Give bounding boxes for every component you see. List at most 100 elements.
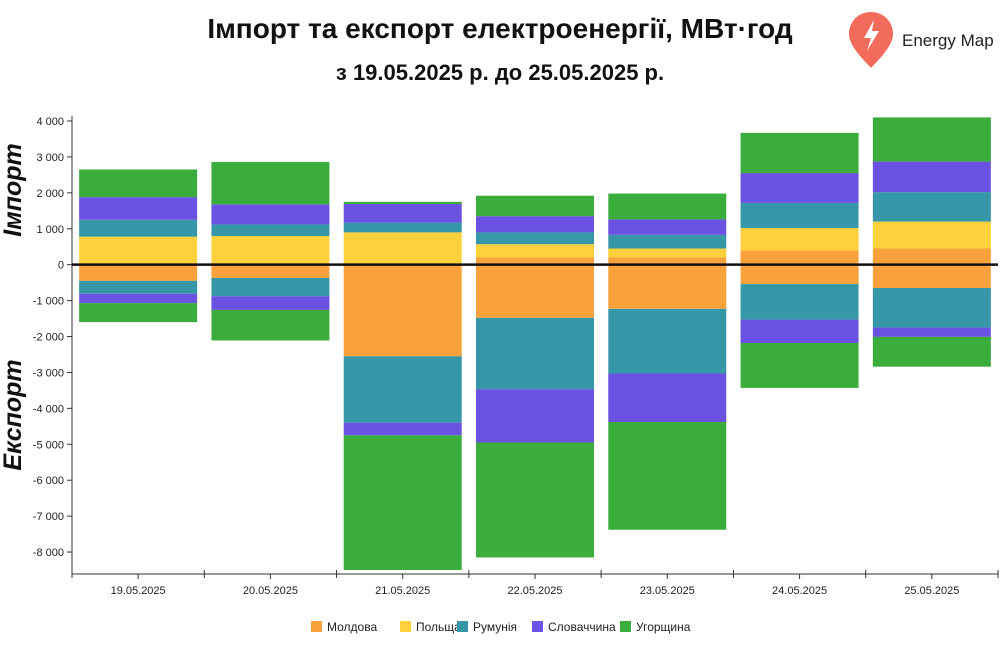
bar-export-segment — [343, 356, 462, 423]
bar-import-segment — [79, 197, 198, 220]
legend-swatch — [532, 621, 543, 632]
bar-export-segment — [211, 309, 330, 341]
legend-item-label: Словаччина — [548, 620, 616, 634]
legend-item-label: Румунія — [473, 620, 517, 634]
bar-export-segment — [872, 288, 991, 328]
bar-export-segment — [79, 303, 198, 323]
y-tick-label: 0 — [58, 260, 64, 272]
legend-item-label: Угорщина — [636, 620, 691, 634]
bar-export-segment — [79, 280, 198, 294]
x-tick-label: 25.05.2025 — [904, 585, 959, 597]
legend-swatch — [457, 621, 468, 632]
bar-import-segment — [211, 204, 330, 225]
x-axis: 19.05.2025 20.05.2025 21.05.2025 22.05.2025… — [71, 570, 999, 597]
bar-export-segment — [343, 435, 462, 570]
chart-subtitle: з 19.05.2025 р. до 25.05.2025 р. — [336, 60, 664, 85]
y-tick-label: 4 000 — [36, 116, 64, 128]
y-tick-label: -8 000 — [33, 547, 64, 559]
bar-export-segment — [872, 327, 991, 337]
bar-import-segment — [608, 248, 727, 258]
legend: Молдова Польща Румунія Словаччина Угорщина — [311, 620, 691, 634]
bar-export-segment — [211, 264, 330, 278]
bar-import-segment — [79, 169, 198, 198]
bar-import-segment — [608, 257, 727, 265]
y-tick-label: -3 000 — [33, 367, 64, 379]
bar-export-segment — [740, 284, 859, 320]
x-tick-label: 20.05.2025 — [243, 585, 298, 597]
bar-export-segment — [740, 319, 859, 343]
bar-export-segment — [343, 422, 462, 436]
legend-swatch — [620, 621, 631, 632]
y-tick-label: 1 000 — [36, 224, 64, 236]
bar-import-segment — [476, 232, 594, 245]
bar-export-segment — [211, 296, 330, 310]
bar-export-segment — [476, 317, 594, 390]
bar-import-segment — [343, 222, 462, 233]
legend-swatch — [400, 621, 411, 632]
bar-import-segment — [872, 248, 991, 265]
bar-import-segment — [740, 228, 859, 251]
bar-export-segment — [343, 264, 462, 357]
x-tick-label: 21.05.2025 — [375, 585, 430, 597]
bar-import-segment — [79, 236, 198, 265]
bar-import-segment — [343, 203, 462, 223]
bar-import-segment — [476, 216, 594, 233]
legend-item-label: Польща — [416, 620, 461, 634]
y-tick-label: -6 000 — [33, 475, 64, 487]
bar-import-segment — [872, 161, 991, 193]
brand-logo: Energy Map — [849, 12, 994, 68]
x-tick-label: 24.05.2025 — [772, 585, 827, 597]
lightning-pin-icon — [849, 12, 893, 68]
bar-import-segment — [79, 219, 198, 237]
y-tick-label: -2 000 — [33, 332, 64, 344]
export-side-label: Експорт — [0, 359, 27, 470]
bar-import-segment — [872, 192, 991, 222]
bar-export-segment — [740, 342, 859, 388]
legend-item-label: Молдова — [327, 620, 377, 634]
y-tick-label: -5 000 — [33, 439, 64, 451]
y-tick-label: -1 000 — [33, 296, 64, 308]
bar-export-segment — [476, 264, 594, 318]
legend-swatch — [311, 621, 322, 632]
x-tick-label: 23.05.2025 — [640, 585, 695, 597]
bar-import-segment — [608, 193, 727, 220]
bar-import-segment — [740, 132, 859, 174]
bar-import-segment — [476, 257, 594, 265]
bar-export-segment — [608, 264, 727, 309]
bar-import-segment — [608, 219, 727, 235]
bar-export-segment — [476, 389, 594, 443]
bar-import-segment — [343, 232, 462, 265]
brand-name: Energy Map — [902, 31, 994, 50]
y-axis: 4 000 3 000 2 000 1 000 0 -1 000 -2 000 -3 000 -… — [33, 116, 73, 570]
y-tick-label: -7 000 — [33, 511, 64, 523]
import-side-label: Імпорт — [0, 143, 27, 236]
x-tick-label: 19.05.2025 — [111, 585, 166, 597]
bar-import-segment — [211, 235, 330, 265]
bar-export-segment — [608, 308, 727, 374]
bar-export-segment — [211, 277, 330, 297]
bar-import-segment — [740, 202, 859, 229]
bar-export-segment — [79, 264, 198, 281]
bar-import-segment — [211, 224, 330, 236]
bar-import-segment — [608, 234, 727, 249]
bar-export-segment — [740, 264, 859, 285]
bar-export-segment — [872, 264, 991, 289]
bar-import-segment — [476, 244, 594, 258]
bar-import-segment — [872, 221, 991, 249]
y-tick-label: 3 000 — [36, 152, 64, 164]
bar-import-segment — [740, 173, 859, 203]
bar-export-segment — [608, 422, 727, 530]
bar-import-segment — [740, 250, 859, 265]
bar-import-segment — [211, 161, 330, 205]
bar-export-segment — [79, 293, 198, 304]
bar-import-segment — [476, 195, 594, 217]
bar-export-segment — [872, 336, 991, 367]
bar-import-segment — [872, 117, 991, 162]
bar-export-segment — [608, 373, 727, 423]
bar-import-segment — [343, 201, 462, 204]
bars — [72, 117, 998, 570]
chart-title: Імпорт та експорт електроенергії, МВт·го… — [207, 13, 793, 44]
y-tick-label: -4 000 — [33, 403, 64, 415]
y-tick-label: 2 000 — [36, 188, 64, 200]
bar-export-segment — [476, 442, 594, 558]
